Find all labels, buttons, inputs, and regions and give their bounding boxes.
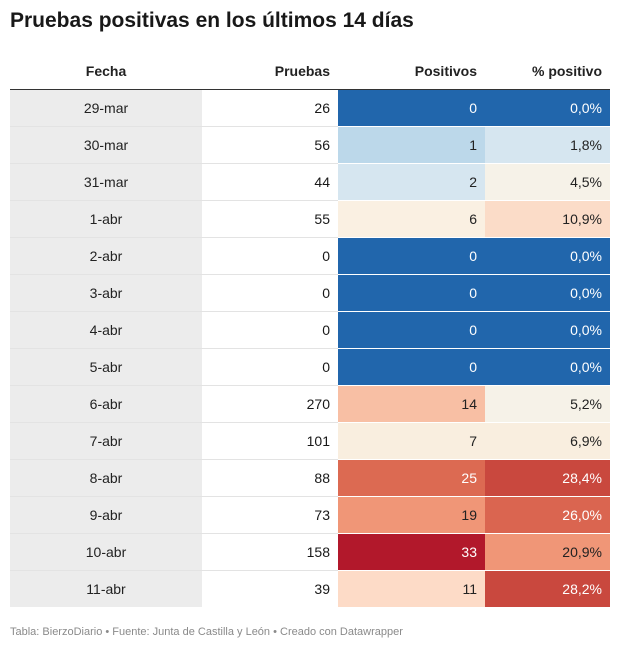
cell-pruebas: 158 [202, 533, 338, 571]
cell-fecha: 11-abr [10, 570, 202, 607]
cell-fecha: 7-abr [10, 422, 202, 460]
cell-pct-positivo: 20,9% [485, 533, 610, 571]
cell-pruebas: 26 [202, 89, 338, 127]
table-row: 5-abr 0 0 0,0% [10, 348, 610, 386]
column-header-pruebas[interactable]: Pruebas [202, 54, 338, 90]
cell-positivos: 25 [338, 459, 485, 497]
table-row: 4-abr 0 0 0,0% [10, 311, 610, 349]
cell-pruebas: 88 [202, 459, 338, 497]
cell-pct-positivo: 1,8% [485, 126, 610, 164]
cell-fecha: 3-abr [10, 274, 202, 312]
cell-positivos: 33 [338, 533, 485, 571]
table-header-row: Fecha Pruebas Positivos % positivo [10, 54, 610, 90]
cell-pct-positivo: 0,0% [485, 274, 610, 312]
cell-pruebas: 0 [202, 348, 338, 386]
cell-positivos: 19 [338, 496, 485, 534]
cell-pruebas: 39 [314, 580, 330, 597]
page-title: Pruebas positivas en los últimos 14 días [10, 9, 414, 32]
cell-pct-positivo: 28,2% [485, 570, 610, 607]
cell-pct-positivo: 4,5% [485, 163, 610, 201]
cell-positivos: 2 [338, 163, 485, 201]
cell-pruebas: 0 [202, 274, 338, 312]
table-body: 29-mar 26 0 0,0% 30-mar 56 1 1,8% 31-mar 44 2 4,5% 1… [10, 89, 610, 607]
table-row: 30-mar 56 1 1,8% [10, 126, 610, 164]
cell-pct-positivo: 28,4% [485, 459, 610, 497]
table-row: 31-mar 44 2 4,5% [10, 163, 610, 201]
cell-pruebas: 101 [202, 422, 338, 460]
cell-fecha: 5-abr [10, 348, 202, 386]
cell-pruebas: 44 [202, 163, 338, 201]
cell-fecha: 1-abr [10, 200, 202, 238]
column-header-fecha[interactable]: Fecha [10, 54, 202, 90]
cell-pruebas: 0 [202, 311, 338, 349]
table-row: 6-abr 270 14 5,2% [10, 385, 610, 423]
cell-fecha: 9-abr [10, 496, 202, 534]
cell-pct-positivo: 0,0% [485, 348, 610, 386]
cell-positivos: 0 [338, 237, 485, 275]
column-header-positivos[interactable]: Positivos [338, 54, 485, 90]
cell-positivos: 0 [338, 311, 485, 349]
cell-positivos: 11 [338, 570, 485, 607]
cell-fecha: 6-abr [10, 385, 202, 423]
column-header-pct-positivo[interactable]: % positivo [485, 54, 610, 90]
cell-fecha: 4-abr [10, 311, 202, 349]
cell-positivos: 0 [338, 89, 485, 127]
cell-fecha: 2-abr [10, 237, 202, 275]
table-row: 3-abr 0 0 0,0% [10, 274, 610, 312]
cell-positivos: 14 [338, 385, 485, 423]
cell-positivos: 0 [338, 348, 485, 386]
cell-pct-positivo: 6,9% [485, 422, 610, 460]
table-row: 8-abr 88 25 28,4% [10, 459, 610, 497]
cell-positivos: 7 [338, 422, 485, 460]
cell-pct-positivo: 0,0% [485, 237, 610, 275]
table-row: 7-abr 101 7 6,9% [10, 422, 610, 460]
cell-pruebas: 270 [202, 385, 338, 423]
cell-fecha: 29-mar [10, 89, 202, 127]
cell-pct-positivo: 0,0% [485, 89, 610, 127]
cell-positivos: 0 [338, 274, 485, 312]
cell-pruebas: 73 [202, 496, 338, 534]
table-row: 29-mar 26 0 0,0% [10, 89, 610, 127]
table-row: 9-abr 73 19 26,0% [10, 496, 610, 534]
cell-fecha: 30-mar [10, 126, 202, 164]
cell-pruebas: 56 [202, 126, 338, 164]
table-row: 11-abr 39 11 28,2% [10, 570, 610, 607]
cell-pruebas: 0 [202, 237, 338, 275]
cell-pct-positivo: 10,9% [485, 200, 610, 238]
cell-positivos: 1 [338, 126, 485, 164]
table-row: 10-abr 158 33 20,9% [10, 533, 610, 571]
cell-fecha: 31-mar [10, 163, 202, 201]
cell-positivos: 6 [338, 200, 485, 238]
cell-pct-positivo: 0,0% [485, 311, 610, 349]
cell-fecha: 10-abr [10, 533, 202, 571]
footer-credits: Tabla: BierzoDiario • Fuente: Junta de C… [10, 626, 403, 638]
cell-pct-positivo: 26,0% [485, 496, 610, 534]
data-table: Fecha Pruebas Positivos % positivo 29-ma… [10, 54, 610, 607]
table-row: 1-abr 55 6 10,9% [10, 200, 610, 238]
cell-fecha: 8-abr [10, 459, 202, 497]
cell-pct-positivo: 5,2% [485, 385, 610, 423]
table-row: 2-abr 0 0 0,0% [10, 237, 610, 275]
cell-pruebas: 55 [202, 200, 338, 238]
